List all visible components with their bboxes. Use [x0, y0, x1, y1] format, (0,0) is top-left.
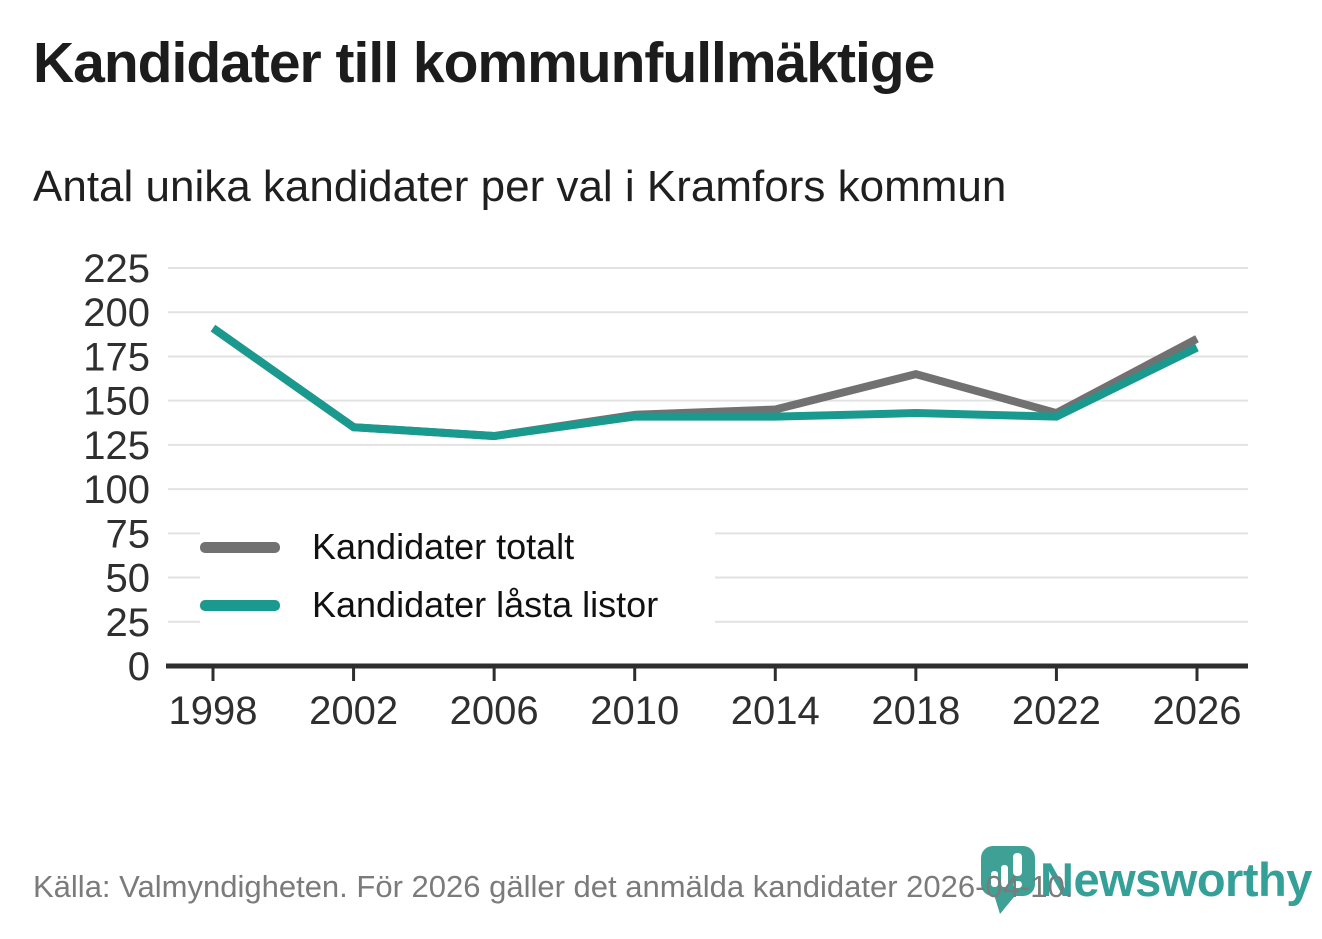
y-tick-label: 175	[83, 335, 150, 379]
legend-swatch-lasta-listor	[200, 599, 280, 611]
y-tick-label: 25	[106, 601, 151, 645]
x-tick-label: 2002	[309, 689, 398, 733]
y-tick-label: 125	[83, 424, 150, 468]
x-axis-labels: 1998 2002 2006 2010 2014 2018 2022 2026	[169, 689, 1242, 733]
legend-label-totalt: Kandidater totalt	[312, 526, 575, 567]
x-tick-label: 2006	[450, 689, 539, 733]
legend-swatch-totalt	[200, 541, 280, 553]
page-title: Kandidater till kommunfullmäktige	[33, 31, 935, 95]
y-tick-label: 100	[83, 468, 150, 512]
x-tick-label: 2010	[590, 689, 679, 733]
x-tick-label: 1998	[169, 689, 258, 733]
y-tick-label: 75	[106, 512, 151, 556]
legend-item-totalt: Kandidater totalt	[200, 519, 715, 575]
legend-item-lasta-listor: Kandidater låsta listor	[200, 577, 715, 633]
source-note: Källa: Valmyndigheten. För 2026 gäller d…	[33, 869, 1074, 904]
y-tick-label: 50	[106, 557, 151, 601]
y-tick-label: 150	[83, 380, 150, 424]
y-tick-label: 200	[83, 291, 150, 335]
x-tick-label: 2022	[1012, 689, 1101, 733]
y-tick-label: 225	[83, 247, 150, 291]
legend-label-lasta-listor: Kandidater låsta listor	[312, 584, 659, 625]
page-subtitle: Antal unika kandidater per val i Kramfor…	[33, 162, 1007, 211]
newsworthy-logo: Newsworthy	[980, 844, 1312, 934]
x-tick-label: 2014	[731, 689, 820, 733]
chart-legend: Kandidater totalt Kandidater låsta listo…	[200, 519, 715, 633]
newsworthy-pin-icon	[981, 846, 1035, 914]
y-tick-label: 0	[128, 645, 150, 689]
x-tick-label: 2018	[871, 689, 960, 733]
x-tick-label: 2026	[1153, 689, 1242, 733]
series-line-1	[210, 324, 1199, 441]
newsworthy-wordmark: Newsworthy	[1040, 853, 1312, 906]
x-axis-ticks	[211, 668, 1199, 681]
